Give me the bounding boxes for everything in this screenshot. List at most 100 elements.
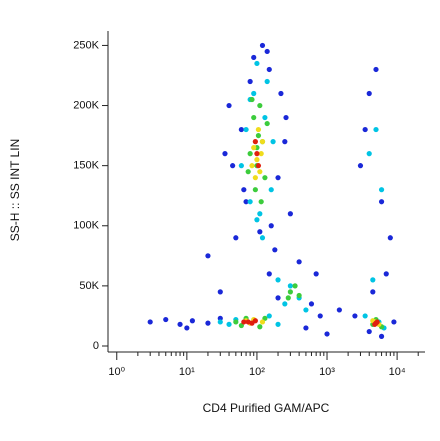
event-point [252, 318, 258, 324]
event-point [272, 247, 278, 253]
event-point [287, 289, 293, 295]
event-point [362, 126, 368, 133]
event-point [189, 318, 195, 324]
event-point [241, 319, 247, 325]
event-point [266, 271, 272, 277]
event-point [264, 78, 270, 85]
event-point [285, 295, 291, 301]
event-point [233, 319, 239, 325]
event-point [275, 295, 281, 301]
event-point [275, 321, 281, 327]
event-point [383, 271, 389, 277]
event-point [296, 259, 302, 265]
event-point [259, 139, 266, 145]
x-tick-label: 10² [249, 366, 265, 378]
event-point [257, 324, 263, 330]
event-point [391, 319, 397, 325]
event-point [268, 187, 274, 193]
event-point [313, 271, 319, 277]
event-point [184, 325, 190, 331]
event-point [254, 157, 260, 163]
event-point [372, 321, 378, 327]
event-point [324, 331, 330, 337]
event-point [222, 151, 228, 157]
event-point [257, 229, 263, 235]
event-point [254, 60, 260, 67]
y-tick-label: 250K [73, 39, 99, 51]
event-point [366, 328, 372, 335]
event-point [238, 163, 244, 169]
event-point [257, 102, 263, 109]
event-point [251, 54, 257, 61]
event-point [282, 139, 288, 145]
event-point [252, 139, 258, 145]
event-point [243, 126, 249, 133]
event-point [230, 163, 236, 169]
event-point [255, 132, 262, 139]
event-point [258, 151, 264, 157]
x-axis-title: CD4 Purified GAM/APC [203, 401, 330, 415]
event-point [257, 169, 263, 175]
event-point [366, 90, 372, 97]
event-point [303, 325, 309, 331]
event-point [366, 151, 372, 157]
event-point [259, 319, 266, 325]
event-point [163, 316, 169, 323]
event-point [251, 114, 257, 121]
event-point [249, 96, 255, 103]
event-point [275, 277, 281, 283]
event-point [336, 307, 342, 313]
event-point [241, 187, 247, 193]
event-point [217, 319, 223, 325]
y-tick-label: 50K [79, 280, 99, 292]
event-point [257, 211, 263, 217]
event-point [245, 169, 251, 175]
event-point [268, 223, 274, 229]
event-point [270, 139, 276, 145]
event-point [226, 102, 232, 109]
event-point [378, 333, 385, 339]
event-point [247, 199, 253, 205]
event-point [251, 145, 257, 151]
event-point [308, 301, 315, 307]
x-tick-label: 10¹ [179, 366, 195, 378]
event-point [264, 120, 270, 127]
event-point [287, 283, 293, 289]
event-point [266, 66, 272, 73]
event-point [233, 235, 239, 241]
y-tick-label: 100K [73, 220, 99, 232]
event-point [255, 126, 262, 133]
event-point [278, 90, 284, 97]
event-point [287, 211, 293, 217]
x-tick-label: 10⁴ [389, 366, 406, 378]
event-point [303, 307, 309, 313]
event-point [262, 114, 268, 121]
event-point [205, 320, 211, 326]
event-point [247, 151, 253, 157]
event-point [251, 90, 257, 97]
event-point [259, 42, 266, 49]
event-point [243, 199, 249, 205]
event-point [370, 289, 376, 295]
event-point [247, 78, 253, 85]
event-point [282, 301, 288, 307]
event-point [252, 175, 258, 181]
event-point [370, 277, 376, 283]
event-point [255, 163, 262, 169]
event-point [296, 292, 302, 299]
event-point [147, 319, 153, 325]
event-point [266, 313, 272, 319]
event-point [275, 175, 281, 181]
event-point [205, 253, 211, 259]
event-point [362, 313, 368, 319]
event-point [378, 187, 385, 193]
event-point [217, 315, 223, 321]
event-point [373, 126, 379, 133]
event-point [387, 235, 393, 241]
event-point [317, 313, 323, 319]
event-point [292, 283, 298, 289]
y-tick-label: 0 [93, 340, 99, 352]
event-point [254, 151, 260, 157]
event-point [378, 199, 385, 205]
event-point [226, 321, 232, 327]
